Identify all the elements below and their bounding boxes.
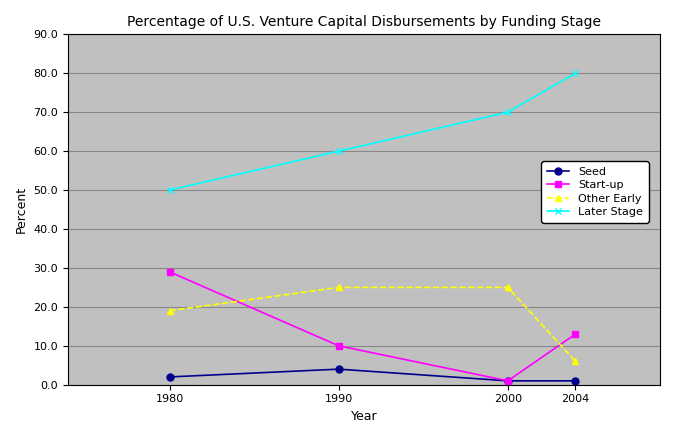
Other Early [571,359,579,364]
Other Early [165,308,173,313]
Seed [335,367,343,372]
Line: Start-up: Start-up [166,268,579,384]
Start-up [335,343,343,348]
Seed [504,378,512,383]
Other Early [335,285,343,290]
Start-up [504,378,512,383]
Later Stage [571,71,579,76]
X-axis label: Year: Year [351,410,377,423]
Line: Seed: Seed [166,366,579,384]
Start-up [571,332,579,337]
Later Stage [165,187,173,193]
Y-axis label: Percent: Percent [15,186,28,233]
Line: Other Early: Other Early [166,284,579,365]
Later Stage [504,110,512,115]
Start-up [165,269,173,275]
Legend: Seed, Start-up, Other Early, Later Stage: Seed, Start-up, Other Early, Later Stage [541,162,649,223]
Title: Percentage of U.S. Venture Capital Disbursements by Funding Stage: Percentage of U.S. Venture Capital Disbu… [127,15,601,29]
Seed [165,374,173,380]
Seed [571,378,579,383]
Later Stage [335,148,343,154]
Other Early [504,285,512,290]
Line: Later Stage: Later Stage [166,70,579,194]
